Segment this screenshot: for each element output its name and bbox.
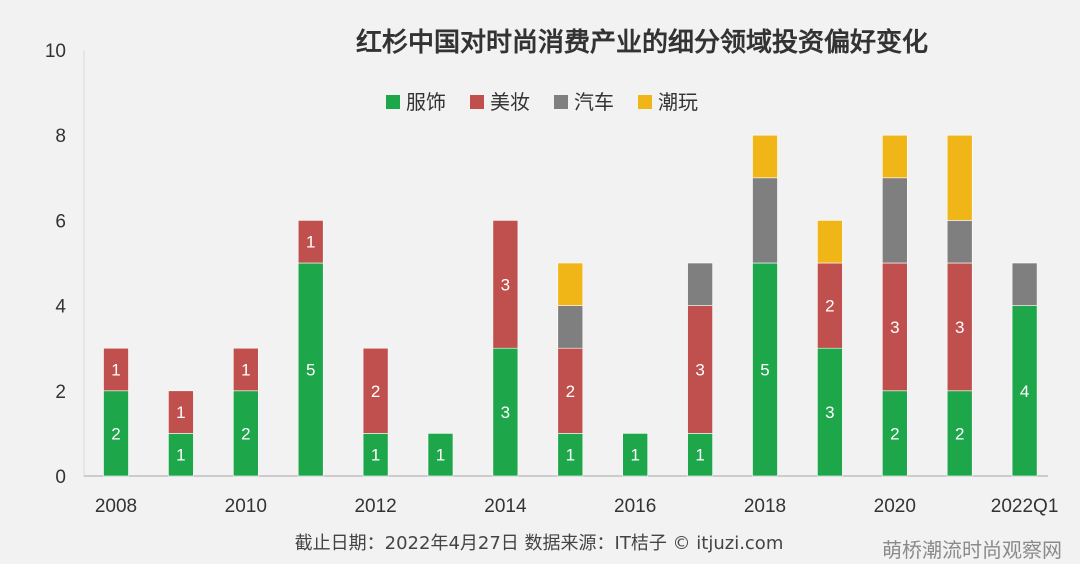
bar-segment [233,390,259,477]
bar-segment [103,347,129,392]
bar-data-label: 1 [241,361,250,380]
bar-data-label: 3 [825,403,834,422]
legend-label: 潮玩 [658,90,698,114]
legend-swatch [638,95,652,109]
bar-data-label: 1 [176,403,185,422]
bar-data-label: 1 [111,361,120,380]
bar-data-label: 1 [436,446,445,465]
x-tick-label: 2018 [744,496,786,517]
bar-data-label: 1 [630,446,639,465]
bar-data-label: 3 [890,318,899,337]
bar-data-label: 2 [566,382,575,401]
chart-title: 红杉中国对时尚消费产业的细分领域投资偏好变化 [356,27,928,58]
legend-swatch [554,95,568,109]
bar-data-label: 5 [760,361,769,380]
bar-segment [817,347,843,477]
bar-segment [427,433,454,477]
bar-data-label: 3 [955,318,964,337]
bar-segment [557,305,584,349]
bar-segment [687,305,713,434]
legend-label: 汽车 [574,90,614,114]
y-tick-label: 2 [55,382,66,403]
x-tick-label: 2016 [614,496,656,517]
bar-segment [881,177,908,264]
bar-data-label: 2 [825,297,834,316]
bars: 2 1 1 1 2 1 5 1 1 2 1 3 3 1 2 1 1 3 5 3 2 2 3 2 3 4 [103,134,1038,477]
bar-segment [817,220,843,264]
bar-segment [103,390,129,477]
x-tick-label: 2010 [225,496,267,517]
x-axis-ticks: 2008 2010 2012 2014 2016 2018 2020 2022Q1 [95,496,1059,517]
y-axis-ticks: 0 2 4 6 8 10 [45,41,67,488]
bar-segment [881,390,908,477]
bar-segment [946,134,973,221]
legend: 服饰 美妆 汽车 潮玩 [386,90,698,114]
source-note: 截止日期：2022年4月27日 数据来源：IT桔子 © itjuzi.com [295,533,784,554]
bar-segment [946,220,973,264]
bar-segment [752,262,778,477]
legend-swatch [386,95,400,109]
bar-segment [1011,305,1038,477]
y-tick-label: 8 [55,126,66,147]
bar-segment [297,220,324,264]
x-tick-label: 2008 [95,496,137,517]
bar-data-label: 2 [111,424,120,443]
bar-data-label: 2 [890,424,899,443]
bar-data-label: 1 [566,446,575,465]
bar-data-label: 1 [371,446,380,465]
x-tick-label: 2022Q1 [991,496,1059,517]
x-tick-label: 2012 [354,496,396,517]
bar-segment [946,390,973,477]
bar-segment [752,134,778,179]
bar-data-label: 1 [695,446,704,465]
bar-data-label: 5 [306,361,315,380]
bar-segment [168,390,194,434]
bar-segment [752,177,778,264]
legend-label: 服饰 [406,90,446,114]
bar-segment [817,262,843,349]
bar-data-label: 3 [501,275,510,294]
bar-segment [881,134,908,179]
y-tick-label: 10 [45,41,66,62]
bar-segment [557,262,584,306]
bar-segment [297,262,324,477]
y-tick-label: 6 [55,211,66,232]
bar-segment [557,433,584,477]
bar-segment [557,347,584,434]
bar-segment [233,347,259,392]
bar-data-label: 3 [501,403,510,422]
bar-segment [687,262,713,306]
bar-data-label: 4 [1020,382,1029,401]
x-tick-label: 2014 [484,496,527,517]
bar-segment [687,433,713,477]
bar-segment [492,347,519,477]
watermark-text: 萌桥潮流时尚观察网 [882,538,1062,562]
legend-label: 美妆 [490,90,530,114]
bar-segment [362,433,389,477]
bar-segment [168,433,194,477]
bar-data-label: 2 [241,424,250,443]
bar-data-label: 1 [306,233,315,252]
bar-data-label: 1 [176,446,185,465]
bar-data-label: 3 [695,361,704,380]
bar-segment [362,347,389,434]
bar-segment [881,262,908,392]
bar-segment [946,262,973,392]
legend-swatch [470,95,484,109]
y-tick-label: 0 [55,467,66,488]
bar-segment [492,220,519,349]
y-tick-label: 4 [55,297,66,318]
bar-segment [1011,262,1038,306]
bar-data-label: 2 [955,424,964,443]
bar-data-label: 2 [371,382,380,401]
bar-segment [622,433,649,477]
x-tick-label: 2020 [874,496,916,517]
